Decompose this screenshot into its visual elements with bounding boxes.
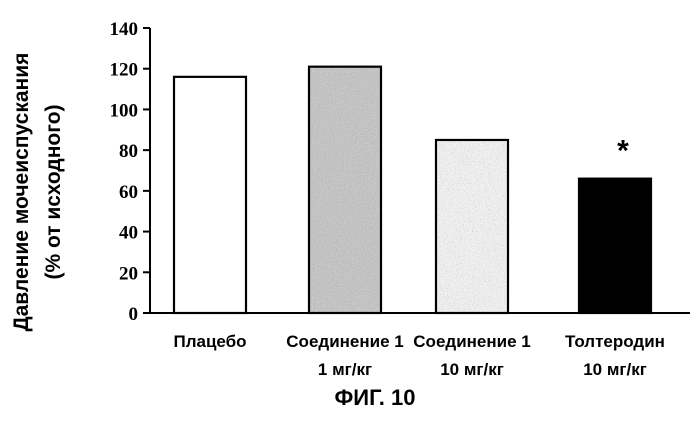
- bar: [579, 179, 651, 313]
- y-axis-title-line2: (% от исходного): [42, 104, 65, 279]
- bar: [436, 140, 508, 313]
- bar-fill: [174, 77, 246, 313]
- x-axis-labels: Плацебо Соединение 1 1 мг/кг Соединение 1 10…: [173, 332, 664, 379]
- y-tick-label: 140: [110, 19, 139, 40]
- bar-texture: [309, 67, 381, 313]
- x-category-label: Соединение 1: [286, 332, 403, 351]
- bar: [309, 67, 381, 313]
- y-tick-label: 120: [110, 60, 139, 81]
- y-tick-label: 0: [129, 304, 139, 325]
- x-category-label: 10 мг/кг: [440, 360, 504, 379]
- x-category-label: Соединение 1: [413, 332, 530, 351]
- figure-label: ФИГ. 10: [334, 385, 415, 410]
- annotations: *: [617, 135, 629, 168]
- bar-texture: [436, 140, 508, 313]
- y-tick-label: 80: [119, 141, 138, 162]
- y-tick-label: 40: [119, 223, 138, 244]
- x-category-label: 1 мг/кг: [318, 360, 372, 379]
- y-tick-label: 100: [110, 100, 139, 121]
- y-axis-title: Давление мочеиспускания (% от исходного): [10, 53, 65, 332]
- x-category-label: Плацебо: [173, 332, 246, 351]
- x-category-label: 10 мг/кг: [583, 360, 647, 379]
- bars: [174, 67, 651, 313]
- significance-annotation: *: [617, 135, 629, 168]
- y-axis-ticks: 0 20 40 60 80 100 120 140: [110, 19, 151, 325]
- x-category-label: Толтеродин: [565, 332, 665, 351]
- y-tick-label: 60: [119, 182, 138, 203]
- y-axis-title-line1: Давление мочеиспускания: [10, 53, 33, 332]
- bar: [174, 77, 246, 313]
- bar-fill: [579, 179, 651, 313]
- y-tick-label: 20: [119, 263, 138, 284]
